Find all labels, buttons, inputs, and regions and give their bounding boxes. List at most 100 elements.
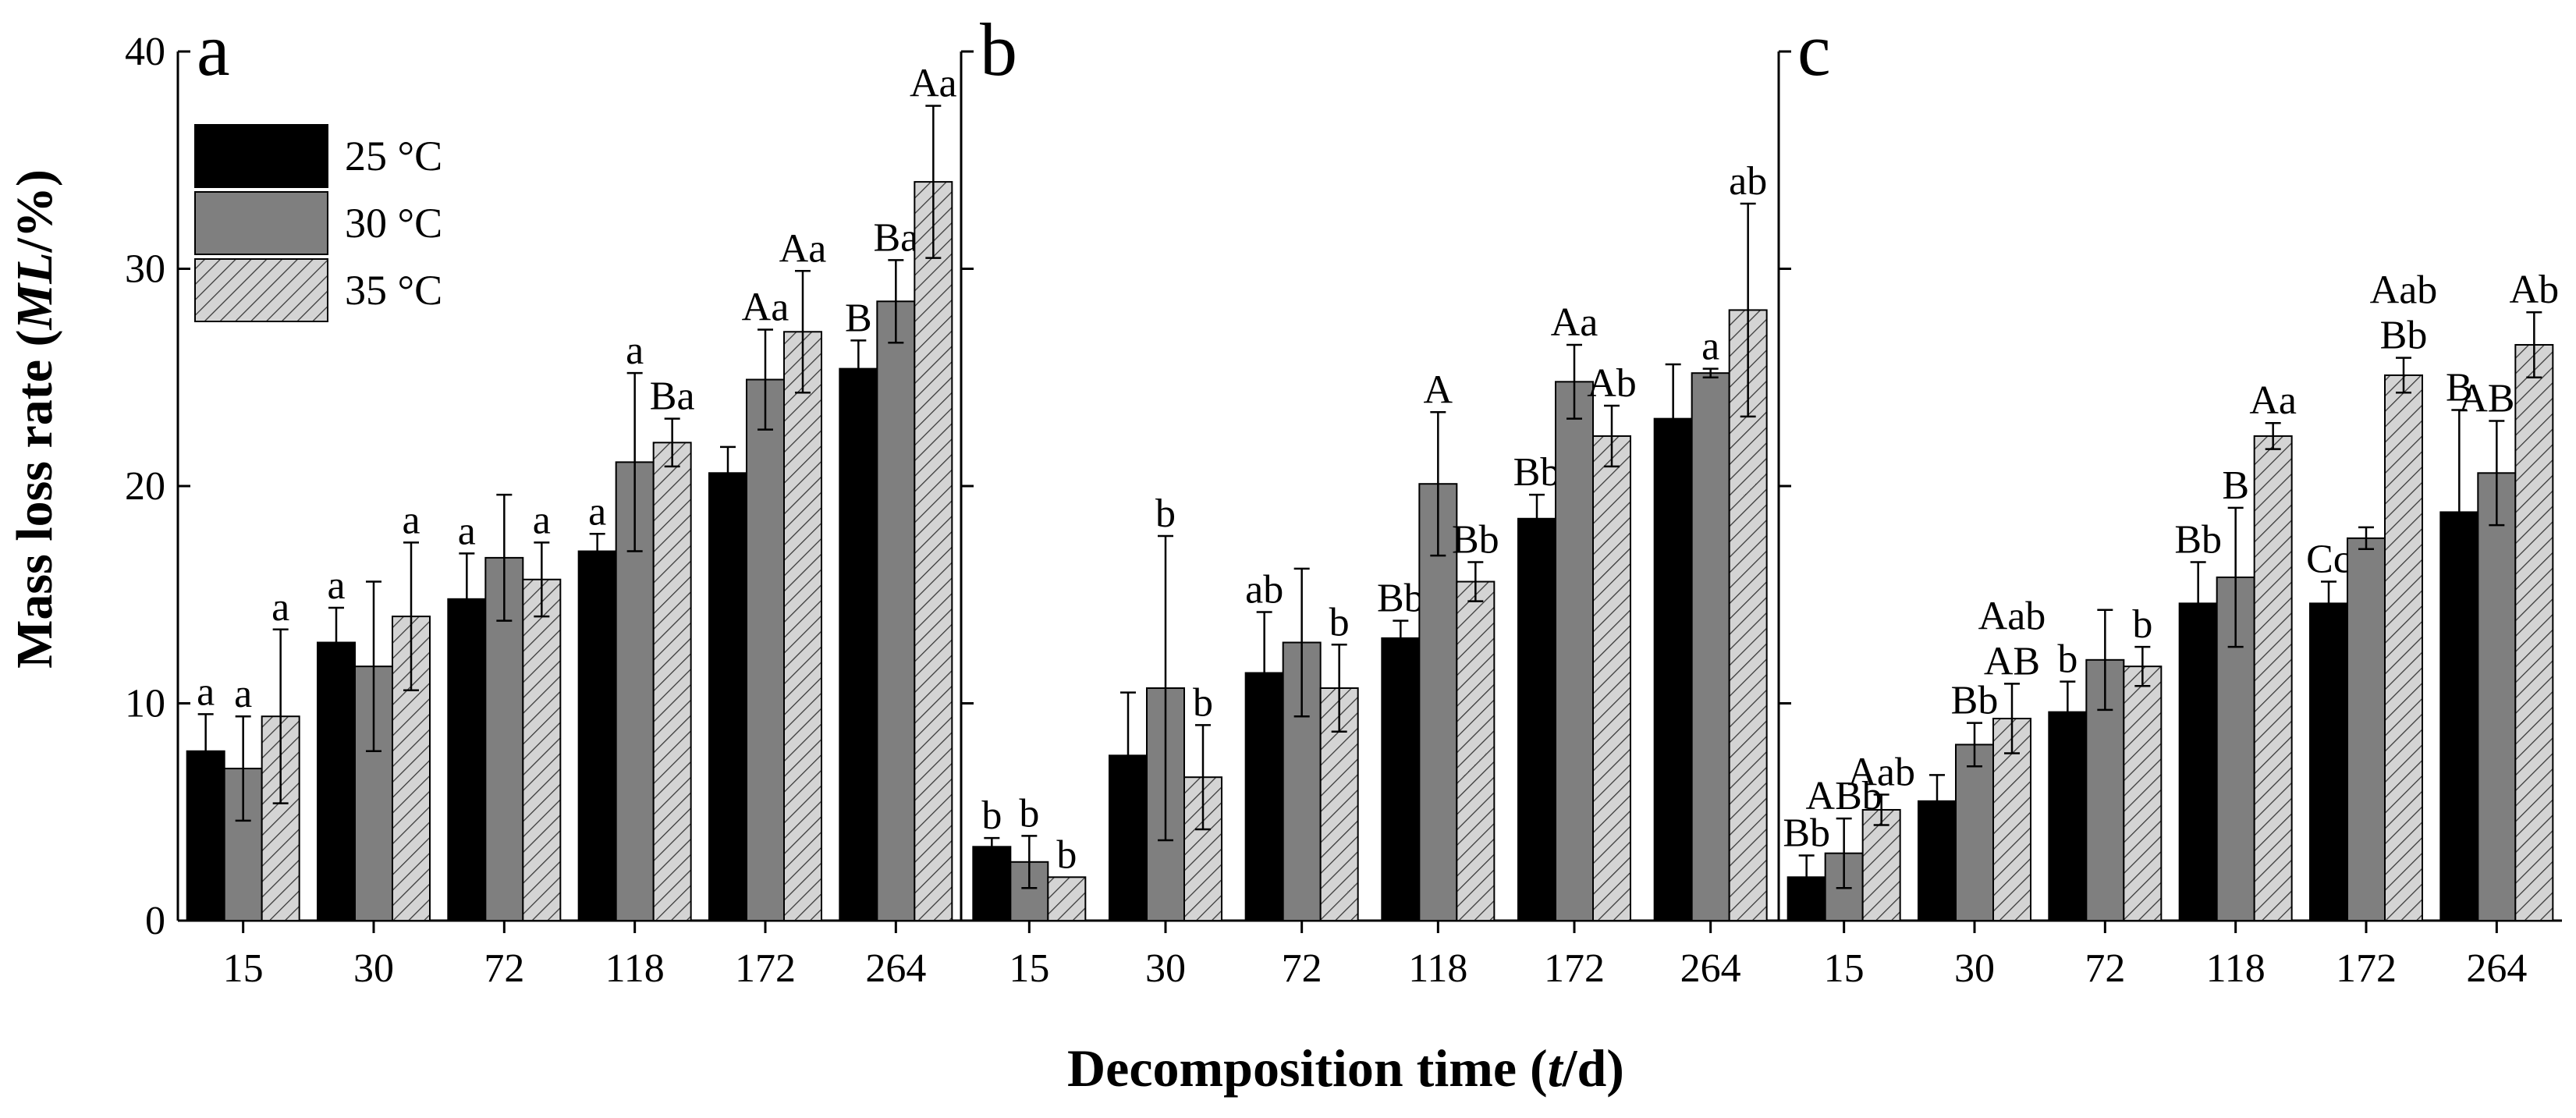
significance-label: b: [1019, 791, 1039, 836]
significance-label: Cc: [2306, 538, 2351, 582]
significance-label: Aa: [910, 62, 957, 106]
x-tick-label: 30: [1954, 946, 1995, 991]
x-tick-label: 15: [223, 946, 264, 991]
y-tick-label: 30: [125, 247, 165, 292]
x-tick-label: 30: [353, 946, 394, 991]
significance-label: AB: [1984, 639, 2040, 683]
bar: [2048, 711, 2088, 921]
significance-label: Aa: [1551, 300, 1598, 345]
panel-label-c: c: [1797, 8, 1831, 91]
y-tick-label: 20: [125, 464, 165, 509]
bar: [577, 550, 617, 921]
bar: [652, 442, 692, 921]
bar: [317, 641, 356, 922]
significance-label: ab: [1245, 568, 1283, 612]
significance-label: Bb: [2174, 517, 2222, 562]
significance-label: a: [271, 585, 289, 630]
significance-label: a: [626, 328, 644, 373]
significance-label: Aa: [2249, 378, 2297, 423]
bar: [914, 181, 953, 922]
legend-label: 25 °C: [345, 133, 442, 179]
bar: [2123, 665, 2163, 922]
significance-label: a: [197, 669, 215, 714]
x-tick-label: 172: [735, 946, 796, 991]
bar: [783, 331, 822, 921]
bar: [2178, 602, 2218, 921]
y-tick-label: 10: [125, 682, 165, 726]
x-tick-label: 72: [2085, 946, 2125, 991]
bar: [1955, 744, 1994, 921]
x-tick-label: 172: [2336, 946, 2397, 991]
bar: [1691, 372, 1730, 921]
x-tick-label: 264: [1680, 946, 1741, 991]
bar: [972, 846, 1012, 922]
significance-label: a: [533, 498, 551, 542]
x-axis-label: Decomposition time (t/d): [1067, 1038, 1624, 1098]
bar: [2347, 537, 2386, 922]
significance-label: Bb: [1513, 450, 1561, 495]
x-tick-label: 118: [1408, 946, 1467, 991]
significance-label: Aa: [742, 285, 789, 329]
significance-label: a: [402, 498, 420, 542]
significance-label: Aab: [1847, 750, 1915, 794]
significance-label: b: [1056, 832, 1077, 877]
significance-label: Bb: [1951, 679, 1999, 723]
bar: [876, 300, 916, 921]
legend-swatch: [194, 191, 328, 255]
x-tick-label: 30: [1145, 946, 1186, 991]
significance-label: B: [845, 296, 872, 340]
significance-label: a: [458, 509, 476, 553]
significance-label: a: [327, 563, 345, 608]
y-tick-label: 40: [125, 30, 165, 74]
bar: [1555, 381, 1594, 921]
legend-label: 35 °C: [345, 267, 442, 314]
legend-label: 30 °C: [345, 200, 442, 247]
x-tick-label: 15: [1824, 946, 1865, 991]
legend-swatch: [194, 124, 328, 188]
significance-label: Bb: [1452, 517, 1499, 562]
bar: [708, 472, 747, 921]
significance-label: a: [588, 489, 606, 534]
significance-label: B: [2446, 366, 2473, 410]
bar: [1517, 517, 1556, 921]
bar: [261, 715, 300, 922]
bar: [522, 578, 562, 921]
significance-label: Ab: [1587, 361, 1637, 406]
bar: [2309, 602, 2348, 921]
significance-label: Aab: [2370, 268, 2438, 313]
y-axis-label: Mass loss rate (ML/%): [6, 169, 63, 669]
significance-label: Aa: [779, 226, 827, 271]
significance-label: Bb: [2380, 314, 2428, 358]
bar: [1381, 637, 1421, 921]
bar: [447, 598, 487, 921]
x-tick-label: 118: [605, 946, 665, 991]
bar: [1653, 417, 1693, 921]
bar: [2477, 472, 2517, 921]
significance-label: Ba: [873, 215, 918, 260]
significance-label: Ab: [2510, 268, 2560, 312]
y-tick-label: 0: [145, 899, 165, 943]
significance-label: b: [981, 793, 1002, 838]
significance-label: b: [2057, 637, 2077, 682]
bar: [746, 378, 785, 922]
bar: [1456, 580, 1496, 921]
bar: [839, 367, 878, 921]
x-tick-label: 172: [1544, 946, 1605, 991]
significance-label: Bb: [1783, 811, 1830, 855]
significance-label: a: [234, 672, 252, 716]
significance-label: b: [2132, 602, 2152, 647]
x-tick-label: 118: [2206, 946, 2266, 991]
x-tick-label: 72: [1282, 946, 1322, 991]
significance-label: a: [1701, 325, 1719, 369]
significance-label: ab: [1729, 159, 1767, 204]
x-tick-label: 72: [484, 946, 524, 991]
bar: [1592, 435, 1631, 921]
bar: [1047, 876, 1087, 922]
significance-label: Aab: [1978, 594, 2046, 638]
legend-swatch: [194, 258, 328, 322]
x-tick-label: 264: [865, 946, 926, 991]
significance-label: b: [1193, 680, 1213, 725]
significance-label: b: [1155, 492, 1176, 536]
x-tick-label: 15: [1009, 946, 1049, 991]
